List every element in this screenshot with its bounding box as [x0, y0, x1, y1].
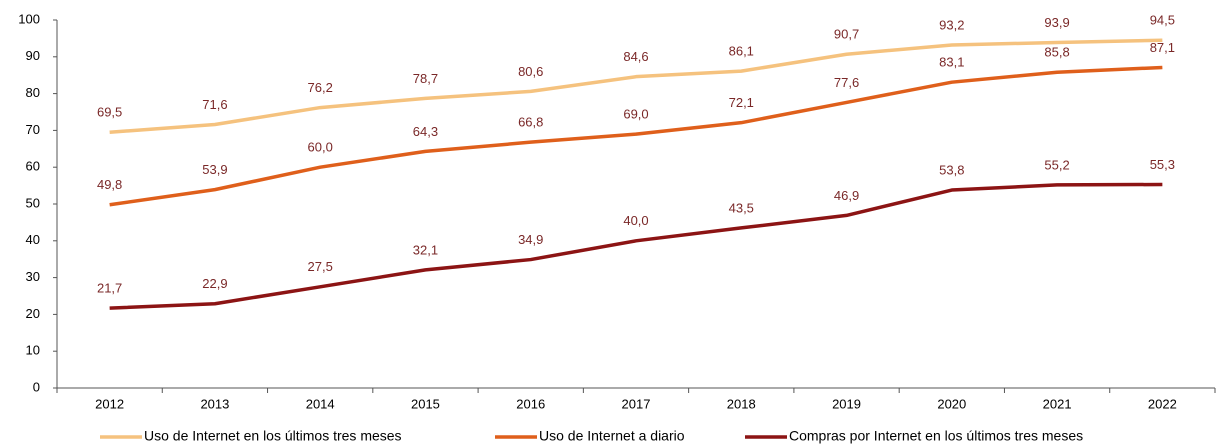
data-label: 69,0: [623, 107, 648, 122]
y-tick-label: 0: [33, 379, 40, 394]
data-label: 76,2: [308, 80, 333, 95]
data-label: 43,5: [729, 200, 754, 215]
data-label: 90,7: [834, 27, 859, 42]
data-label: 53,9: [202, 162, 227, 177]
data-label: 55,2: [1044, 157, 1069, 172]
y-tick-label: 100: [18, 11, 40, 26]
x-tick-label: 2022: [1148, 396, 1177, 411]
series-line: [109, 65, 1163, 207]
x-tick-label: 2013: [200, 396, 229, 411]
data-label: 40,0: [623, 213, 648, 228]
data-label: 55,3: [1150, 157, 1175, 172]
x-tick-label: 2021: [1043, 396, 1072, 411]
data-label: 64,3: [413, 124, 438, 139]
x-tick-label: 2016: [516, 396, 545, 411]
y-tick-label: 50: [26, 195, 40, 210]
data-label: 93,9: [1044, 15, 1069, 30]
data-label: 49,8: [97, 177, 122, 192]
legend-label: Uso de Internet a diario: [539, 428, 685, 444]
x-tick-label: 2012: [95, 396, 124, 411]
data-label: 93,2: [939, 17, 964, 32]
x-tick-label: 2014: [306, 396, 335, 411]
y-tick-label: 30: [26, 269, 40, 284]
y-tick-label: 80: [26, 85, 40, 100]
data-label: 83,1: [939, 55, 964, 70]
y-tick-label: 40: [26, 232, 40, 247]
legend-label: Compras por Internet en los últimos tres…: [789, 428, 1083, 444]
data-label: 34,9: [518, 232, 543, 247]
data-label: 66,8: [518, 115, 543, 130]
x-tick-label: 2015: [411, 396, 440, 411]
data-label: 80,6: [518, 64, 543, 79]
legend-label: Uso de Internet en los últimos tres mese…: [144, 428, 402, 444]
x-tick-label: 2019: [832, 396, 861, 411]
data-label: 53,8: [939, 162, 964, 177]
data-label: 85,8: [1044, 45, 1069, 60]
x-tick-label: 2020: [937, 396, 966, 411]
data-label: 72,1: [729, 95, 754, 110]
data-label: 21,7: [97, 281, 122, 296]
data-label: 94,5: [1150, 13, 1175, 28]
data-label: 71,6: [202, 97, 227, 112]
data-label: 22,9: [202, 276, 227, 291]
y-tick-label: 20: [26, 306, 40, 321]
series-line: [109, 38, 1163, 134]
data-label: 87,1: [1150, 40, 1175, 55]
data-label: 69,5: [97, 105, 122, 120]
y-tick-label: 70: [26, 122, 40, 137]
y-tick-label: 90: [26, 48, 40, 63]
x-tick-label: 2018: [727, 396, 756, 411]
data-label: 32,1: [413, 242, 438, 257]
data-label: 86,1: [729, 44, 754, 59]
data-label: 77,6: [834, 75, 859, 90]
x-tick-label: 2017: [622, 396, 651, 411]
y-tick-label: 10: [26, 343, 40, 358]
data-label: 78,7: [413, 71, 438, 86]
data-label: 27,5: [308, 259, 333, 274]
data-label: 46,9: [834, 188, 859, 203]
data-label: 60,0: [308, 140, 333, 155]
y-tick-label: 60: [26, 159, 40, 174]
series-line: [109, 182, 1163, 310]
data-label: 84,6: [623, 49, 648, 64]
